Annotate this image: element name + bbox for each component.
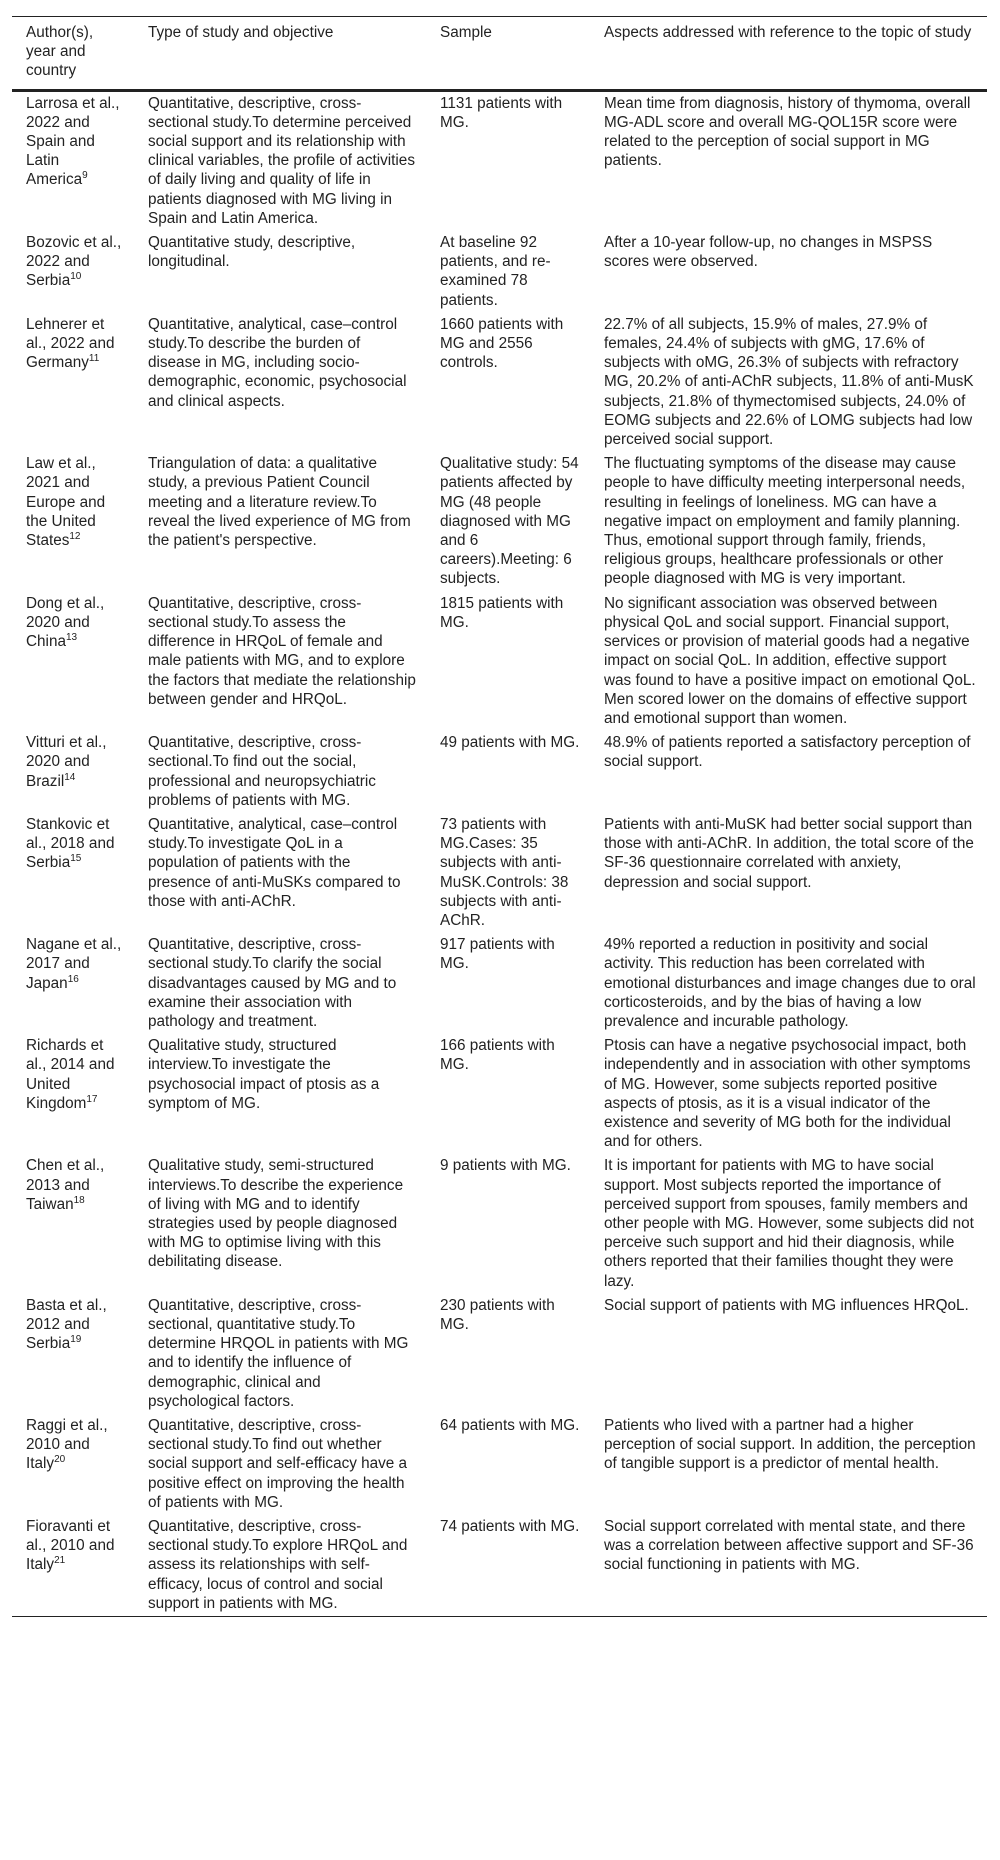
reference-number[interactable]: 16 [67, 973, 79, 985]
table-row: Lehnerer et al., 2022 and Germany11 Quant… [12, 313, 987, 452]
table-header-row: Author(s), year and country Type of stud… [12, 16, 987, 91]
cell-sample: 1131 patients with MG. [440, 94, 563, 131]
cell-author: Fioravanti et al., 2010 and Italy21 [26, 1518, 115, 1574]
cell-type: Quantitative, descriptive, cross-section… [148, 1518, 408, 1612]
table-row: Dong et al., 2020 and China13 Quantitativ… [12, 592, 987, 731]
cell-author: Law et al., 2021 and Europe and the Unit… [26, 455, 106, 550]
table-row: Raggi et al., 2010 and Italy20 Quantitati… [12, 1414, 987, 1515]
cell-sample: 1660 patients with MG and 2556 controls. [440, 315, 564, 372]
cell-type: Quantitative study, descriptive, longitu… [148, 234, 356, 271]
reference-number[interactable]: 15 [70, 853, 82, 865]
cell-type: Quantitative, analytical, case–control s… [148, 315, 407, 410]
cell-author: Vitturi et al., 2020 and Brazil14 [26, 734, 107, 790]
cell-sample: 1815 patients with MG. [440, 594, 564, 631]
reference-number[interactable]: 12 [69, 530, 81, 542]
cell-type: Quantitative, analytical, case–control s… [148, 815, 401, 910]
reference-number[interactable]: 20 [54, 1454, 66, 1466]
table-row: Law et al., 2021 and Europe and the Unit… [12, 452, 987, 591]
cell-author: Chen et al., 2013 and Taiwan18 [26, 1157, 105, 1213]
cell-type: Quantitative, descriptive, cross-section… [148, 94, 415, 227]
cell-sample: At baseline 92 patients, and re-examined… [440, 234, 551, 309]
reference-number[interactable]: 21 [54, 1555, 66, 1567]
reference-number[interactable]: 17 [86, 1093, 98, 1105]
cell-sample: 230 patients with MG. [440, 1296, 555, 1333]
cell-aspects: Mean time from diagnosis, history of thy… [604, 94, 971, 170]
cell-aspects: Patients who lived with a partner had a … [604, 1417, 976, 1473]
cell-author: Bozovic et al., 2022 and Serbia10 [26, 234, 122, 290]
cell-type: Quantitative, descriptive, cross-section… [148, 734, 376, 809]
header-sample: Sample [440, 24, 492, 41]
cell-aspects: 49% reported a reduction in positivity a… [604, 936, 976, 1030]
cell-aspects: 48.9% of patients reported a satisfactor… [604, 734, 971, 771]
cell-aspects: The fluctuating symptoms of the disease … [604, 455, 966, 588]
cell-sample: 9 patients with MG. [440, 1157, 571, 1175]
cell-type: Qualitative study, structured interview.… [148, 1037, 380, 1112]
cell-author: Richards et al., 2014 and United Kingdom… [26, 1037, 115, 1112]
cell-sample: 49 patients with MG. [440, 734, 580, 752]
cell-aspects: Social support of patients with MG influ… [604, 1296, 969, 1314]
cell-type: Quantitative, descriptive, cross-section… [148, 1417, 408, 1511]
cell-sample: 74 patients with MG. [440, 1518, 580, 1536]
cell-author: Stankovic et al., 2018 and Serbia15 [26, 815, 115, 872]
table-row: Chen et al., 2013 and Taiwan18 Qualitativ… [12, 1154, 987, 1293]
reference-number[interactable]: 11 [88, 353, 100, 365]
table-row: Stankovic et al., 2018 and Serbia15 Quant… [12, 813, 987, 933]
table-row: Vitturi et al., 2020 and Brazil14 Quantit… [12, 731, 987, 813]
cell-sample: 166 patients with MG. [440, 1037, 555, 1074]
cell-type: Quantitative, descriptive, cross-section… [148, 1296, 409, 1410]
cell-aspects: No significant association was observed … [604, 594, 976, 727]
reference-number[interactable]: 9 [82, 170, 88, 182]
table-row: Bozovic et al., 2022 and Serbia10 Quantit… [12, 231, 987, 313]
reference-number[interactable]: 10 [70, 271, 82, 283]
cell-aspects: After a 10-year follow-up, no changes in… [604, 234, 933, 271]
header-author: Author(s), year and country [26, 24, 94, 80]
cell-aspects: It is important for patients with MG to … [604, 1157, 974, 1290]
header-type: Type of study and objective [148, 24, 334, 41]
cell-type: Triangulation of data: a qualitative stu… [148, 455, 411, 550]
header-aspects: Aspects addressed with reference to the … [604, 24, 972, 41]
table-row: Basta et al., 2012 and Serbia19 Quantitat… [12, 1294, 987, 1414]
cell-type: Quantitative, descriptive, cross-section… [148, 594, 416, 708]
cell-author: Lehnerer et al., 2022 and Germany11 [26, 315, 115, 372]
cell-aspects: Ptosis can have a negative psychosocial … [604, 1037, 971, 1151]
cell-author: Nagane et al., 2017 and Japan16 [26, 936, 122, 992]
cell-author: Basta et al., 2012 and Serbia19 [26, 1296, 107, 1353]
table-row: Nagane et al., 2017 and Japan16 Quantitat… [12, 933, 987, 1034]
cell-type: Quantitative, descriptive, cross-section… [148, 936, 397, 1030]
table-row: Richards et al., 2014 and United Kingdom… [12, 1034, 987, 1154]
cell-type: Qualitative study, semi-structured inter… [148, 1157, 404, 1271]
cell-sample: Qualitative study: 54 patients affected … [440, 455, 579, 588]
cell-author: Larrosa et al., 2022 and Spain and Latin… [26, 94, 120, 189]
cell-author: Raggi et al., 2010 and Italy20 [26, 1417, 108, 1473]
studies-table: Author(s), year and country Type of stud… [12, 16, 987, 1617]
table-row: Larrosa et al., 2022 and Spain and Latin… [12, 90, 987, 231]
reference-number[interactable]: 18 [73, 1194, 85, 1206]
cell-author: Dong et al., 2020 and China13 [26, 594, 105, 651]
reference-number[interactable]: 14 [64, 771, 76, 783]
cell-sample: 64 patients with MG. [440, 1417, 580, 1435]
reference-number[interactable]: 13 [65, 632, 78, 643]
cell-aspects: Patients with anti-MuSK had better socia… [604, 815, 974, 891]
cell-sample: 73 patients with MG.Cases: 35 subjects w… [440, 815, 569, 929]
cell-aspects: 22.7% of all subjects, 15.9% of males, 2… [604, 315, 974, 449]
cell-aspects: Social support correlated with mental st… [604, 1518, 974, 1574]
table-row: Fioravanti et al., 2010 and Italy21 Quant… [12, 1515, 987, 1617]
cell-sample: 917 patients with MG. [440, 936, 555, 973]
reference-number[interactable]: 19 [70, 1334, 82, 1346]
